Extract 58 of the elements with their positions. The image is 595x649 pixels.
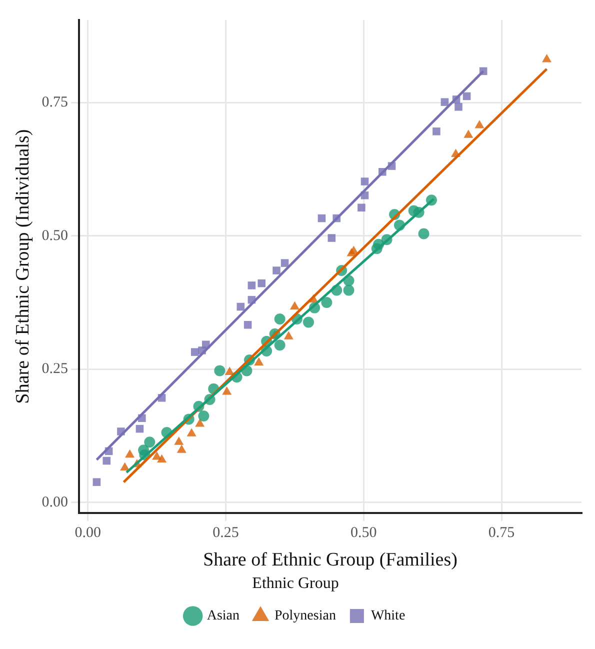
point	[274, 340, 286, 351]
point	[464, 130, 474, 138]
y-tick-label: 0.00	[42, 494, 68, 510]
y-axis-title: Share of Ethnic Group (Individuals)	[12, 129, 34, 404]
point	[248, 282, 256, 290]
point	[358, 204, 366, 212]
point	[144, 436, 156, 448]
point	[214, 365, 226, 376]
x-axis-title: Share of Ethnic Group (Families)	[203, 549, 458, 570]
x-tick-label: 0.00	[74, 524, 101, 541]
point	[360, 178, 369, 186]
point	[224, 366, 234, 376]
point	[136, 424, 144, 433]
y-tick-label: 0.50	[42, 228, 68, 244]
point	[244, 320, 252, 329]
point	[157, 454, 167, 462]
point	[174, 436, 184, 445]
point	[462, 92, 471, 100]
point	[176, 444, 186, 453]
point	[195, 418, 205, 427]
point	[328, 234, 336, 242]
point	[254, 357, 264, 366]
point	[542, 54, 552, 62]
point	[432, 128, 440, 136]
x-tick-label: 0.75	[488, 524, 515, 541]
point	[440, 98, 449, 106]
point	[474, 120, 484, 128]
legend-label: White	[370, 608, 406, 624]
point	[222, 386, 232, 395]
point	[284, 331, 294, 340]
point	[418, 228, 430, 240]
point	[454, 102, 462, 111]
point	[202, 340, 210, 348]
point	[258, 279, 266, 288]
point	[190, 348, 199, 356]
point	[125, 449, 135, 458]
point	[152, 452, 162, 460]
point	[198, 410, 210, 422]
y-tick-label: 0.75	[42, 94, 68, 111]
point	[92, 478, 101, 486]
point	[274, 314, 286, 324]
point	[102, 456, 111, 465]
point	[186, 428, 196, 436]
point	[343, 284, 354, 296]
legend-label: Polynesian	[274, 608, 336, 624]
x-tick-label: 0.50	[350, 524, 377, 541]
legend-label: Asian	[206, 608, 240, 624]
point	[120, 462, 130, 470]
point	[290, 301, 300, 310]
point	[272, 266, 280, 274]
y-tick-label: 0.25	[42, 361, 68, 378]
point	[302, 316, 314, 328]
point	[318, 214, 326, 222]
x-tick-label: 0.25	[212, 524, 239, 541]
point	[321, 296, 332, 308]
point	[280, 259, 289, 267]
point	[236, 302, 245, 311]
legend-title: Ethnic Group	[252, 575, 339, 592]
